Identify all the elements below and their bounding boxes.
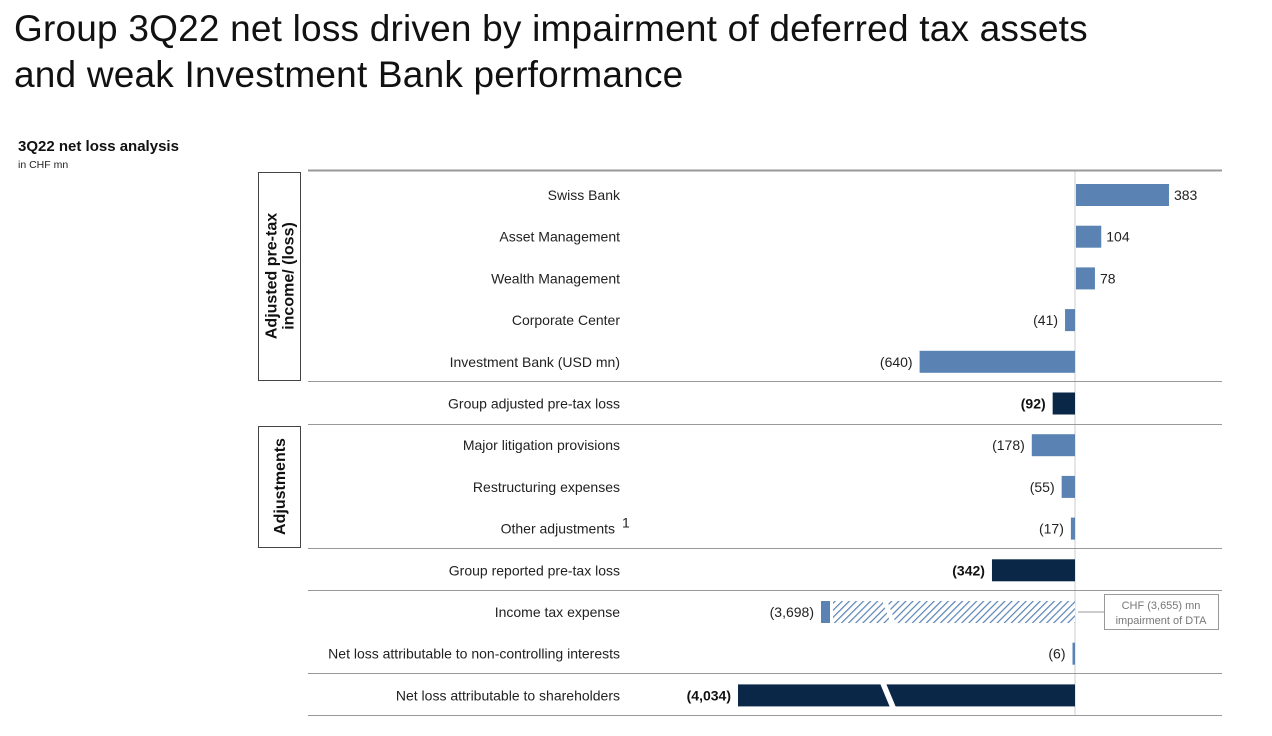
label-asset-management: Asset Management bbox=[499, 229, 620, 245]
label-restructuring-expenses: Restructuring expenses bbox=[473, 479, 620, 495]
bar-swiss-bank bbox=[1076, 184, 1169, 206]
bar-restructuring-expenses bbox=[1061, 475, 1075, 498]
bar-wealth-management bbox=[1076, 267, 1095, 290]
value-label-restructuring-expenses: (55) bbox=[1030, 479, 1055, 495]
group-label-adjustments: Adjustments bbox=[272, 438, 289, 535]
label-major-litigation-provisions: Major litigation provisions bbox=[463, 437, 620, 453]
label-net-loss-attributable-to-shareholders: Net loss attributable to shareholders bbox=[396, 687, 620, 703]
bar-asset-management bbox=[1076, 225, 1102, 248]
label-group-reported-pre-tax-loss: Group reported pre-tax loss bbox=[449, 562, 620, 578]
annotation-line-2: impairment of DTA bbox=[1116, 615, 1208, 627]
group-label-adjusted-pretax: Adjusted pre-taxincome/ (loss) bbox=[264, 213, 298, 339]
value-label-corporate-center: (41) bbox=[1033, 312, 1058, 328]
value-label-swiss-bank: 383 bbox=[1174, 187, 1198, 203]
bar-net-loss-attributable-to-non-controlling-interests bbox=[1072, 642, 1075, 665]
label-wealth-management: Wealth Management bbox=[491, 270, 620, 286]
label-other-adjustments: Other adjustments bbox=[501, 521, 615, 537]
bar-other-adjustments bbox=[1070, 517, 1075, 540]
annotation-line-1: CHF (3,655) mn bbox=[1122, 600, 1201, 612]
value-label-net-loss-attributable-to-shareholders: (4,034) bbox=[687, 687, 731, 703]
label-investment-bank-usd-mn: Investment Bank (USD mn) bbox=[450, 354, 620, 370]
value-label-group-adjusted-pre-tax-loss: (92) bbox=[1021, 396, 1046, 412]
label-group-adjusted-pre-tax-loss: Group adjusted pre-tax loss bbox=[448, 396, 620, 412]
axis-break-income-tax-expense bbox=[882, 600, 896, 624]
value-label-asset-management: 104 bbox=[1106, 229, 1130, 245]
bar-investment-bank-usd-mn bbox=[919, 350, 1075, 373]
value-label-group-reported-pre-tax-loss: (342) bbox=[952, 562, 985, 578]
value-label-wealth-management: 78 bbox=[1100, 270, 1116, 286]
axis-break-net-loss-attributable-to-shareholders bbox=[880, 683, 896, 708]
bar-hatched-income-tax-expense bbox=[833, 601, 1075, 623]
value-label-net-loss-attributable-to-non-controlling-interests: (6) bbox=[1048, 646, 1065, 662]
page-title: Group 3Q22 net loss driven by impairment… bbox=[14, 6, 1088, 98]
annotation-box bbox=[1104, 594, 1219, 630]
label-income-tax-expense: Income tax expense bbox=[495, 604, 621, 620]
bar-income-tax-expense bbox=[821, 601, 830, 623]
label-corporate-center: Corporate Center bbox=[512, 312, 621, 328]
chart-title: 3Q22 net loss analysis bbox=[18, 138, 179, 155]
bar-net-loss-attributable-to-shareholders bbox=[738, 684, 1075, 707]
value-label-income-tax-expense: (3,698) bbox=[770, 604, 814, 620]
page-title-line-2: and weak Investment Bank performance bbox=[14, 54, 684, 95]
bar-group-reported-pre-tax-loss bbox=[991, 559, 1075, 582]
value-label-investment-bank-usd-mn: (640) bbox=[880, 354, 913, 370]
chart-unit: in CHF mn bbox=[18, 159, 69, 171]
group-box-adjusted-pretax bbox=[258, 172, 301, 381]
value-label-other-adjustments: (17) bbox=[1039, 521, 1064, 537]
label-superscript-other-adjustments: 1 bbox=[622, 515, 630, 531]
group-box-adjustments bbox=[258, 426, 301, 548]
bar-major-litigation-provisions bbox=[1031, 434, 1075, 457]
label-net-loss-attributable-to-non-controlling-interests: Net loss attributable to non-controlling… bbox=[328, 646, 620, 662]
page-title-line-1: Group 3Q22 net loss driven by impairment… bbox=[14, 8, 1088, 49]
label-swiss-bank: Swiss Bank bbox=[548, 187, 621, 203]
value-label-major-litigation-provisions: (178) bbox=[992, 437, 1025, 453]
bar-corporate-center bbox=[1065, 309, 1075, 332]
bar-group-adjusted-pre-tax-loss bbox=[1052, 392, 1075, 415]
